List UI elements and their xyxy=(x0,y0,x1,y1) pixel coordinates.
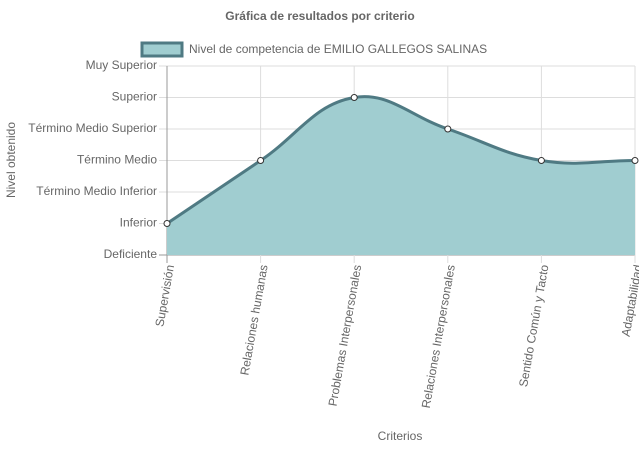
line xyxy=(166,95,636,225)
y-tick-label: Término Medio xyxy=(77,153,157,167)
legend-label: Nivel de competencia de EMILIO GALLEGOS … xyxy=(189,42,487,56)
x-tick-label: Relaciones humanas xyxy=(237,264,270,377)
point xyxy=(163,220,171,227)
x-axis-label: Criterios xyxy=(378,429,423,443)
y-tick-label: Término Medio Inferior xyxy=(36,184,157,198)
area xyxy=(167,96,635,255)
y-tick-label: Término Medio Superior xyxy=(28,121,157,135)
point xyxy=(444,125,452,133)
x-tick-label: Adaptabilidad xyxy=(619,264,639,338)
point xyxy=(257,157,265,164)
x-tick-label: Sentido Común y Tacto xyxy=(516,263,551,388)
y-tick-label: Muy Superior xyxy=(86,58,157,72)
x-tick-label: Problemas Interpersonales xyxy=(326,264,365,408)
legend-swatch xyxy=(140,41,184,58)
y-tick-label: Deficiente xyxy=(104,247,158,261)
point xyxy=(631,157,639,164)
y-tick-label: Superior xyxy=(112,90,157,104)
chart-title: Gráfica de resultados por criterio xyxy=(225,9,414,23)
point xyxy=(350,94,358,101)
y-axis-label: Nivel obtenido xyxy=(4,122,18,198)
point xyxy=(537,157,545,164)
y-tick-label: Inferior xyxy=(120,216,157,230)
x-tick-label: Supervisión xyxy=(152,264,177,328)
x-tick-label: Relaciones Interpersonales xyxy=(419,264,458,410)
